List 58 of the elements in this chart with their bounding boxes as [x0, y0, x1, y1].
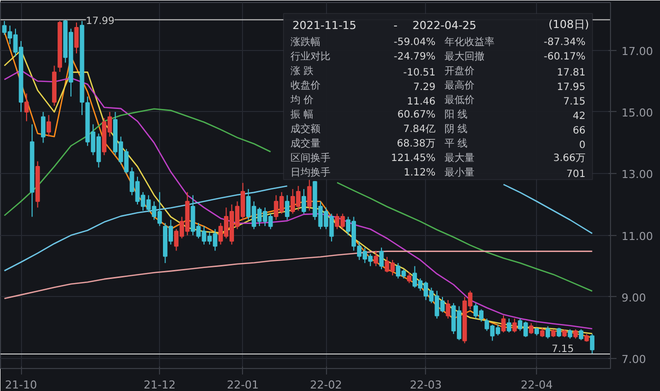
annotation: 3.66万 — [553, 153, 586, 164]
annotation: 开盘价 — [444, 64, 474, 77]
annotation: 最大回撤 — [444, 50, 484, 62]
annotation: 均 价 — [290, 94, 314, 106]
annotation: 7.29 — [413, 82, 436, 93]
annotation: 1.12% — [404, 168, 436, 179]
x-tick-label: 21-10 — [5, 378, 38, 391]
annotation: 阳 线 — [444, 108, 468, 120]
y-tick-label: 9.00 — [622, 291, 646, 304]
annotation: 阴 线 — [444, 122, 468, 135]
annotation: 701 — [566, 169, 586, 180]
y-tick-label: 13.00 — [622, 168, 653, 182]
annotation: 最大量 — [444, 152, 474, 164]
annotation: -10.51 — [403, 67, 436, 78]
annotation: 7.15 — [563, 96, 586, 108]
y-tick-label: 17.00 — [622, 44, 653, 58]
annotation: 最高价 — [444, 79, 474, 92]
annotation: -59.04% — [394, 36, 436, 48]
annotation: 7.84亿 — [403, 124, 436, 135]
ref-line-label: 17.99 — [86, 16, 115, 27]
annotation: 成交量 — [290, 137, 320, 150]
annotation: 17.95 — [556, 82, 586, 93]
annotation: 最小量 — [444, 166, 474, 179]
annotation: 66 — [572, 125, 586, 136]
annotation: (108日) — [548, 18, 590, 31]
x-tick-label: 21-12 — [144, 378, 176, 391]
annotation: 2021-11-15 — [292, 18, 356, 32]
annotation: 涨跌幅 — [290, 36, 320, 48]
annotation: 年化收益率 — [444, 36, 494, 48]
ref-line-label: 7.15 — [552, 344, 574, 356]
y-tick-label: 7.00 — [622, 353, 646, 366]
annotation: -24.79% — [394, 51, 436, 62]
annotation: 区间换手 — [290, 152, 330, 164]
annotation: -87.34% — [544, 36, 586, 48]
x-tick-label: 22-02 — [310, 378, 342, 391]
annotation: 11.46 — [406, 96, 436, 108]
annotation: 2022-04-25 — [412, 18, 476, 32]
annotation: - — [394, 18, 398, 32]
y-tick-label: 11.00 — [622, 230, 653, 243]
annotation: 收盘价 — [290, 79, 320, 92]
annotation: 日均换手 — [290, 166, 330, 179]
x-tick-label: 22-01 — [226, 378, 259, 391]
annotation: 17.81 — [556, 67, 586, 78]
annotation: 成交额 — [290, 122, 320, 135]
annotation: 最低价 — [444, 94, 474, 106]
annotation: 平 线 — [444, 137, 468, 150]
annotation: 42 — [572, 110, 586, 122]
annotation: 涨 跌 — [290, 64, 314, 77]
annotation: -60.17% — [544, 51, 586, 62]
annotation: 60.67% — [397, 109, 436, 120]
annotation: 行业对比 — [290, 50, 330, 62]
y-tick-label: 15.00 — [622, 106, 653, 120]
annotation: 68.38万 — [396, 138, 436, 150]
annotation: 121.45% — [391, 153, 436, 164]
x-tick-label: 22-04 — [520, 378, 553, 391]
annotation: 0 — [579, 140, 586, 151]
x-tick-label: 22-03 — [410, 378, 442, 391]
annotation: 振 幅 — [290, 108, 314, 120]
